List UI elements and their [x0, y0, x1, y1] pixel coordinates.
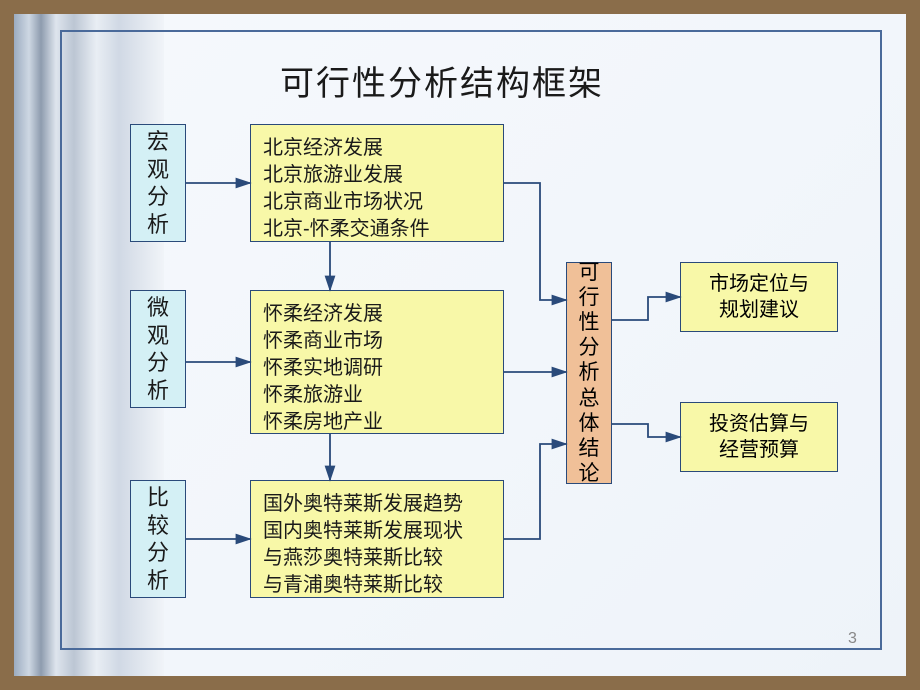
positioning-line: 规划建议: [709, 297, 809, 323]
page-number: 3: [848, 630, 857, 648]
left-category-char: 宏: [147, 128, 169, 156]
conclusion-char: 分: [579, 335, 600, 360]
investment-line: 投资估算与: [709, 411, 809, 437]
detail-box-comp_items: 国外奥特莱斯发展趋势国内奥特莱斯发展现状与燕莎奥特莱斯比较与青浦奥特莱斯比较: [250, 480, 504, 598]
conclusion-char: 性: [579, 310, 600, 335]
detail-line: 怀柔经济发展: [263, 301, 491, 328]
left-category-macro: 宏观分析: [130, 124, 186, 242]
left-category-char: 比: [147, 484, 169, 512]
left-category-micro: 微观分析: [130, 290, 186, 408]
detail-line: 北京旅游业发展: [263, 162, 491, 189]
conclusion-char: 体: [579, 411, 600, 436]
left-category-char: 分: [147, 539, 169, 567]
left-category-char: 较: [147, 512, 169, 540]
positioning-box: 市场定位与 规划建议: [680, 262, 838, 332]
left-category-char: 观: [147, 322, 169, 350]
detail-line: 与青浦奥特莱斯比较: [263, 572, 491, 599]
detail-line: 怀柔房地产业: [263, 409, 491, 436]
investment-line: 经营预算: [709, 437, 809, 463]
detail-line: 国外奥特莱斯发展趋势: [263, 491, 491, 518]
investment-box: 投资估算与 经营预算: [680, 402, 838, 472]
detail-line: 怀柔实地调研: [263, 355, 491, 382]
positioning-line: 市场定位与: [709, 271, 809, 297]
detail-box-micro_items: 怀柔经济发展怀柔商业市场怀柔实地调研怀柔旅游业怀柔房地产业: [250, 290, 504, 434]
slide-title: 可行性分析结构框架: [280, 56, 604, 105]
left-category-char: 析: [147, 211, 169, 239]
detail-line: 北京-怀柔交通条件: [263, 216, 491, 243]
conclusion-char: 论: [579, 461, 600, 486]
left-category-char: 分: [147, 349, 169, 377]
conclusion-char: 析: [579, 360, 600, 385]
conclusion-box: 可 行 性 分 析 总 体 结 论: [566, 262, 612, 484]
detail-line: 怀柔商业市场: [263, 328, 491, 355]
left-category-char: 观: [147, 156, 169, 184]
left-category-char: 微: [147, 294, 169, 322]
conclusion-char: 总: [579, 386, 600, 411]
left-category-char: 分: [147, 183, 169, 211]
left-category-char: 析: [147, 567, 169, 595]
detail-line: 怀柔旅游业: [263, 382, 491, 409]
conclusion-char: 结: [579, 436, 600, 461]
detail-box-macro_items: 北京经济发展北京旅游业发展北京商业市场状况北京-怀柔交通条件: [250, 124, 504, 242]
left-category-char: 析: [147, 377, 169, 405]
detail-line: 国内奥特莱斯发展现状: [263, 518, 491, 545]
detail-line: 北京经济发展: [263, 135, 491, 162]
detail-line: 与燕莎奥特莱斯比较: [263, 545, 491, 572]
left-category-comp: 比较分析: [130, 480, 186, 598]
detail-line: 北京商业市场状况: [263, 189, 491, 216]
conclusion-char: 行: [579, 285, 600, 310]
conclusion-char: 可: [579, 260, 600, 285]
